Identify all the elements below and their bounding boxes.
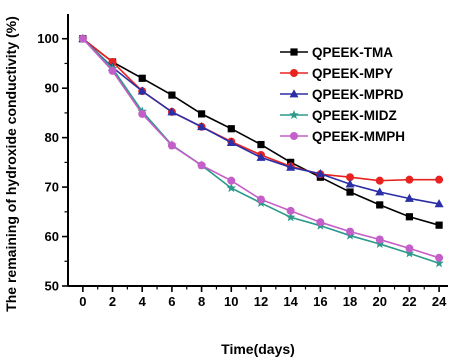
data-point-qpeek-tma — [405, 213, 414, 221]
data-point-qpeek-mmph — [405, 244, 414, 253]
y-tick-label: 100 — [37, 31, 59, 46]
x-axis-title: Time(days) — [221, 341, 295, 357]
data-point-qpeek-mmph — [138, 109, 147, 118]
data-point-qpeek-mprd — [345, 179, 355, 188]
data-point-qpeek-midz — [404, 248, 415, 258]
data-point-qpeek-midz — [434, 258, 444, 268]
data-point-qpeek-mprd — [167, 107, 177, 116]
legend-marker-qpeek-mprd — [289, 89, 299, 98]
data-point-qpeek-mmph — [435, 253, 444, 262]
y-tick-label: 90 — [45, 81, 59, 96]
x-tick-label: 18 — [343, 294, 357, 309]
data-point-qpeek-mprd — [137, 86, 147, 95]
data-point-qpeek-midz — [226, 183, 237, 193]
legend-marker-qpeek-tma — [290, 48, 298, 56]
data-point-qpeek-mprd — [286, 162, 296, 171]
legend-marker-qpeek-mmph — [290, 132, 298, 140]
x-tick-label: 8 — [198, 294, 205, 309]
data-point-qpeek-mmph — [346, 227, 355, 236]
data-point-qpeek-mmph — [316, 218, 325, 227]
y-tick-label: 50 — [45, 279, 59, 294]
legend-marker-qpeek-midz — [289, 110, 299, 120]
data-point-qpeek-mprd — [315, 168, 325, 178]
legend-marker-qpeek-mpy — [290, 69, 298, 77]
y-axis-title: The remaining of hydroxide conductivity … — [3, 16, 19, 312]
x-tick-label: 14 — [283, 294, 298, 309]
data-point-qpeek-tma — [346, 188, 354, 196]
data-point-qpeek-mmph — [256, 195, 265, 204]
data-point-qpeek-mprd — [434, 199, 444, 208]
x-tick-label: 2 — [109, 294, 116, 309]
data-point-qpeek-mprd — [404, 193, 414, 202]
data-point-qpeek-mmph — [286, 206, 295, 215]
legend-label-qpeek-tma: QPEEK-TMA — [312, 45, 393, 60]
legend-label-qpeek-mpy: QPEEK-MPY — [312, 66, 393, 81]
legend: QPEEK-TMA QPEEK-MPY QPEEK-MPRD QPEEK-MIDZ QP… — [280, 45, 405, 144]
x-tick-label: 24 — [432, 294, 447, 309]
x-tick-label: 10 — [224, 294, 238, 309]
data-point-qpeek-mmph — [167, 141, 176, 150]
x-tick-label: 4 — [139, 294, 147, 309]
data-point-qpeek-mmph — [108, 66, 117, 75]
data-point-qpeek-tma — [168, 91, 176, 99]
data-point-qpeek-mprd — [375, 187, 385, 196]
y-tick-label: 70 — [45, 180, 59, 195]
data-point-qpeek-mpy — [108, 57, 117, 66]
data-point-qpeek-mpy — [435, 175, 444, 184]
data-point-qpeek-mpy — [375, 176, 384, 185]
data-point-qpeek-midz — [285, 212, 296, 222]
legend-label-qpeek-mprd: QPEEK-MPRD — [312, 87, 404, 102]
x-tick-label: 6 — [168, 294, 175, 309]
x-tick-label: 0 — [79, 294, 86, 309]
data-point-qpeek-tma — [257, 140, 265, 149]
data-point-qpeek-tma — [376, 201, 384, 209]
data-point-qpeek-tma — [435, 221, 443, 229]
data-point-qpeek-mmph — [78, 34, 87, 43]
data-point-qpeek-mpy — [346, 173, 355, 182]
data-point-qpeek-mmph — [375, 235, 384, 244]
x-tick-label: 16 — [313, 294, 327, 309]
x-tick-label: 20 — [372, 294, 386, 309]
x-tick-label: 22 — [402, 294, 416, 309]
data-point-qpeek-mprd — [197, 121, 207, 131]
data-point-qpeek-tma — [197, 110, 206, 118]
data-point-qpeek-mprd — [256, 152, 266, 161]
legend-label-qpeek-mmph: QPEEK-MMPH — [312, 129, 405, 144]
data-point-qpeek-mprd — [226, 137, 236, 146]
y-tick-label: 60 — [45, 229, 59, 244]
data-point-qpeek-mmph — [197, 161, 206, 170]
data-point-qpeek-mpy — [405, 175, 414, 184]
y-tick-label: 80 — [45, 130, 59, 145]
data-point-qpeek-tma — [227, 125, 235, 133]
x-tick-label: 12 — [254, 294, 268, 309]
data-point-qpeek-mmph — [227, 176, 236, 185]
data-point-qpeek-tma — [138, 74, 146, 82]
legend-label-qpeek-midz: QPEEK-MIDZ — [312, 108, 397, 123]
